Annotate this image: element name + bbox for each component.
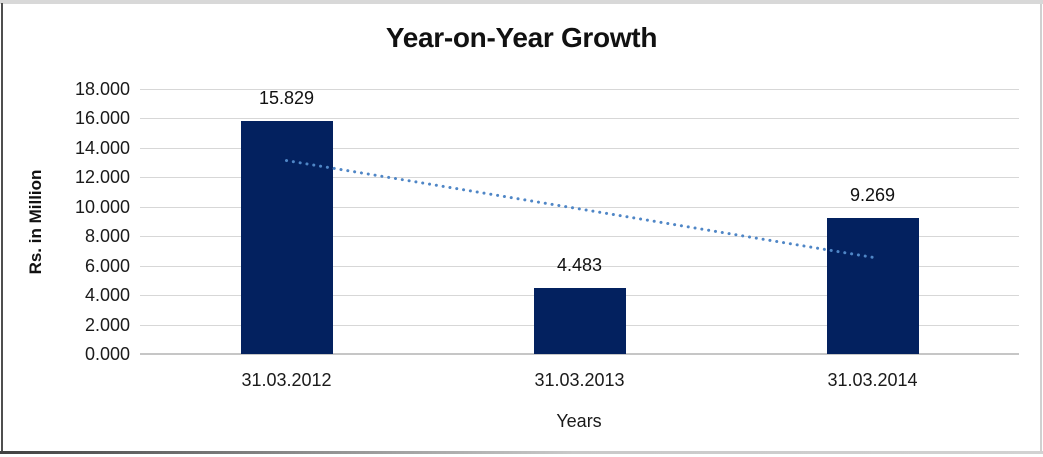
y-tick-label: 16.000 bbox=[74, 108, 130, 129]
x-axis-line bbox=[140, 353, 1019, 355]
bar-31.03.2013 bbox=[533, 288, 626, 354]
bar-31.03.2012 bbox=[240, 120, 333, 354]
chart-title: Year-on-Year Growth bbox=[385, 22, 658, 53]
frame-border-top bbox=[0, 0, 1043, 4]
y-tick-label: 4.000 bbox=[84, 285, 130, 306]
bar-31.03.2014 bbox=[826, 217, 919, 354]
category-label: 31.03.2014 bbox=[827, 370, 918, 390]
gridline bbox=[140, 265, 1019, 267]
category-label: 31.03.2012 bbox=[241, 370, 332, 390]
y-tick-label: 10.000 bbox=[74, 196, 130, 217]
gridline bbox=[140, 118, 1019, 120]
y-tick-label: 12.000 bbox=[74, 167, 130, 188]
trendline-segment bbox=[285, 159, 874, 259]
bar-value-label: 9.269 bbox=[849, 184, 896, 205]
frame-border-right bbox=[1040, 4, 1042, 453]
y-tick-label: 18.000 bbox=[74, 79, 130, 99]
frame-border-left bbox=[1, 3, 3, 453]
y-tick-label: 14.000 bbox=[74, 137, 130, 158]
y-tick-label: 8.000 bbox=[84, 226, 130, 247]
y-tick-label: 6.000 bbox=[84, 255, 130, 276]
frame-border-bottom bbox=[0, 451, 1043, 454]
x-axis-title: Years bbox=[556, 411, 602, 431]
gridline bbox=[140, 89, 1019, 90]
gridline bbox=[140, 147, 1019, 149]
category-label: 31.03.2013 bbox=[534, 370, 625, 390]
y-tick-label: 2.000 bbox=[84, 314, 130, 335]
y-tick-label: 0.000 bbox=[84, 344, 130, 364]
bar-value-label: 4.483 bbox=[556, 255, 603, 275]
bar-value-label: 15.829 bbox=[258, 87, 315, 108]
